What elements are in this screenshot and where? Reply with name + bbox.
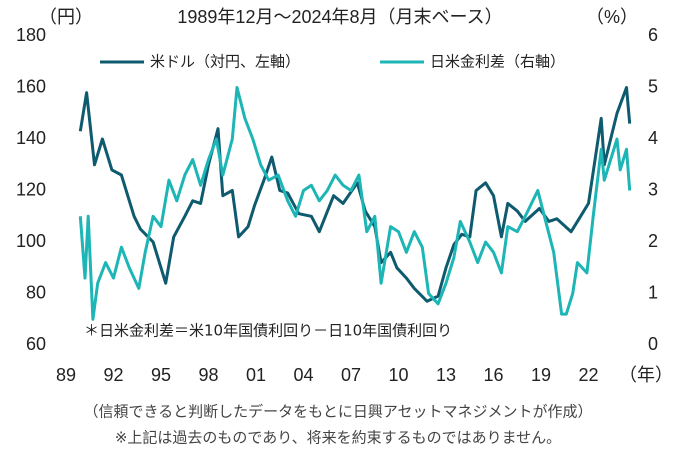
x-tick-label: 92 <box>103 365 123 385</box>
x-tick-label: 22 <box>578 365 598 385</box>
y-tick-label: 100 <box>16 231 46 251</box>
x-tick-label: 98 <box>198 365 218 385</box>
y2-tick-label: 0 <box>648 334 658 354</box>
chart-title: 1989年12月～2024年8月（月末ベース） <box>177 7 502 27</box>
x-tick-label: 95 <box>151 365 171 385</box>
x-tick-label: 89 <box>56 365 76 385</box>
x-unit: （年） <box>619 365 673 385</box>
y-tick-label: 180 <box>16 25 46 45</box>
y-tick-label: 140 <box>16 128 46 148</box>
x-tick-label: 10 <box>388 365 408 385</box>
y-tick-label: 80 <box>26 282 46 302</box>
series-line <box>78 86 632 321</box>
y-tick-label: 60 <box>26 334 46 354</box>
footnote: ※上記は過去のものであり、将来を約束するものではありません。 <box>115 429 561 447</box>
left-unit: （円） <box>39 7 93 27</box>
series-line <box>78 86 632 303</box>
x-tick-label: 07 <box>341 365 361 385</box>
right-unit: （%） <box>586 7 638 27</box>
y2-tick-label: 6 <box>648 25 658 45</box>
y-tick-label: 120 <box>16 179 46 199</box>
x-tick-label: 19 <box>531 365 551 385</box>
x-tick-label: 13 <box>436 365 456 385</box>
y2-tick-label: 1 <box>648 282 658 302</box>
y2-tick-label: 3 <box>648 179 658 199</box>
legend-label: 米ドル（対円、左軸） <box>150 53 300 71</box>
y2-tick-label: 2 <box>648 231 658 251</box>
x-tick-label: 01 <box>246 365 266 385</box>
footnote: （信頼できると判断したデータをもとに日興アセットマネジメントが作成） <box>83 403 592 421</box>
x-tick-label: 04 <box>293 365 313 385</box>
annotation: ＊日米金利差＝米10年国債利回り－日10年国債利回り <box>84 322 452 340</box>
y-tick-label: 160 <box>16 76 46 96</box>
x-tick-label: 16 <box>483 365 503 385</box>
legend-label: 日米金利差（右軸） <box>430 53 565 71</box>
y2-tick-label: 5 <box>648 76 658 96</box>
y2-tick-label: 4 <box>648 128 658 148</box>
